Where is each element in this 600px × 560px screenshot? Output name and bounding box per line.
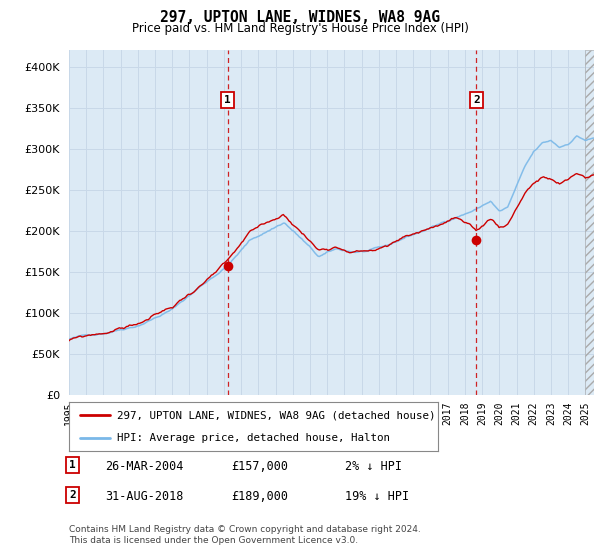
Text: £189,000: £189,000 bbox=[231, 490, 288, 503]
Text: 1: 1 bbox=[69, 460, 76, 470]
Text: 26-MAR-2004: 26-MAR-2004 bbox=[105, 460, 184, 473]
Text: Price paid vs. HM Land Registry's House Price Index (HPI): Price paid vs. HM Land Registry's House … bbox=[131, 22, 469, 35]
Text: 297, UPTON LANE, WIDNES, WA8 9AG (detached house): 297, UPTON LANE, WIDNES, WA8 9AG (detach… bbox=[117, 410, 436, 421]
Text: 19% ↓ HPI: 19% ↓ HPI bbox=[345, 490, 409, 503]
Text: 2% ↓ HPI: 2% ↓ HPI bbox=[345, 460, 402, 473]
Text: 2: 2 bbox=[473, 95, 480, 105]
Text: Contains HM Land Registry data © Crown copyright and database right 2024.
This d: Contains HM Land Registry data © Crown c… bbox=[69, 525, 421, 545]
Text: 31-AUG-2018: 31-AUG-2018 bbox=[105, 490, 184, 503]
Text: £157,000: £157,000 bbox=[231, 460, 288, 473]
Text: 1: 1 bbox=[224, 95, 231, 105]
Text: HPI: Average price, detached house, Halton: HPI: Average price, detached house, Halt… bbox=[117, 433, 390, 443]
Text: 2: 2 bbox=[69, 490, 76, 500]
Text: 297, UPTON LANE, WIDNES, WA8 9AG: 297, UPTON LANE, WIDNES, WA8 9AG bbox=[160, 10, 440, 25]
